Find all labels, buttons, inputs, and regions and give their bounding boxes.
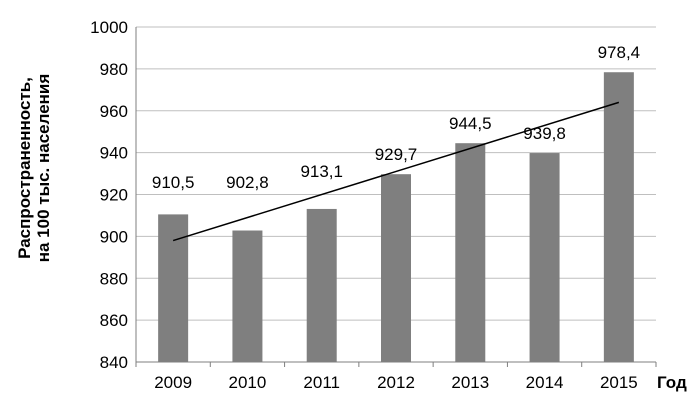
x-tick-2011: 2011 (303, 373, 340, 392)
trend-line (172, 101, 620, 242)
x-tick-2015: 2015 (600, 373, 638, 392)
bar-2010 (232, 230, 263, 362)
data-labels: 910,5 902,8 913,1 929,7 944,5 939,8 978,4 (152, 43, 640, 192)
bars (158, 72, 634, 362)
y-axis-title: Распространенность, на 100 тыс. населени… (15, 74, 53, 263)
x-tick-2010: 2010 (229, 373, 267, 392)
bar-2014 (529, 153, 560, 362)
y-tick-920: 920 (100, 186, 128, 205)
x-tick-2012: 2012 (377, 373, 415, 392)
y-tick-1000: 1000 (90, 18, 128, 37)
y-axis-title-line2: на 100 тыс. населения (34, 74, 53, 263)
x-tick-2009: 2009 (154, 373, 192, 392)
data-label-2011: 913,1 (300, 162, 343, 181)
bar-2012 (381, 174, 411, 362)
data-label-2013: 944,5 (449, 114, 492, 133)
data-label-2012: 929,7 (375, 145, 418, 164)
y-tick-labels: 840 860 880 900 920 940 960 980 1000 (90, 18, 128, 372)
bar-2013 (455, 143, 486, 362)
y-tick-840: 840 (100, 353, 128, 372)
y-tick-980: 980 (100, 60, 128, 79)
x-tick-labels: 2009 2010 2011 2012 2013 2014 2015 (154, 373, 638, 392)
x-tick-2014: 2014 (526, 373, 564, 392)
data-label-2009: 910,5 (152, 173, 195, 192)
data-label-2015: 978,4 (598, 43, 641, 62)
x-tick-2013: 2013 (451, 373, 489, 392)
y-tick-900: 900 (100, 227, 128, 246)
y-tick-960: 960 (100, 102, 128, 121)
y-axis-title-line1: Распространенность, (15, 77, 34, 259)
axes (135, 27, 657, 367)
y-tick-860: 860 (100, 311, 128, 330)
x-axis-title: Год (657, 373, 687, 392)
y-tick-940: 940 (100, 144, 128, 163)
data-label-2014: 939,8 (523, 124, 566, 143)
data-label-2010: 902,8 (226, 173, 269, 192)
bar-2009 (158, 214, 189, 362)
y-tick-880: 880 (100, 269, 128, 288)
bar-2011 (306, 208, 337, 362)
bar-2015 (603, 72, 634, 362)
